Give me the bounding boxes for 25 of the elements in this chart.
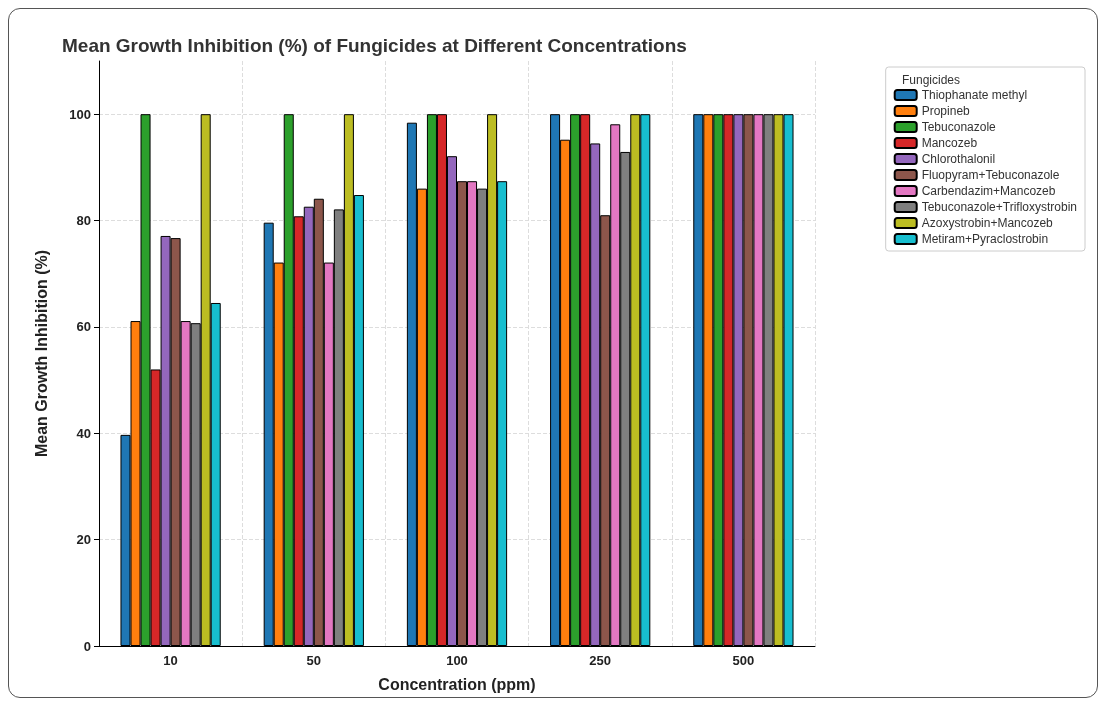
x-tick-label: 100 (446, 653, 468, 668)
x-tick-label: 50 (306, 653, 322, 668)
legend-label: Propineb (921, 104, 971, 118)
y-tick-label: 40 (76, 425, 91, 441)
y-axis-title: Mean Growth Inhibition (%) (32, 249, 50, 458)
chart-title: Mean Growth Inhibition (%) of Fungicides at Different Concentrations (62, 35, 687, 56)
legend-label: Thiophanate methyl (921, 88, 1028, 102)
y-tick-label: 20 (76, 532, 91, 548)
x-axis-title: Concentration (ppm) (378, 675, 536, 693)
legend-label: Mancozeb (921, 136, 978, 150)
legend-label: Carbendazim+Mancozeb (921, 184, 1056, 198)
legend-title: Fungicides (901, 73, 960, 87)
legend-label: Tebuconazole (921, 120, 997, 134)
legend-label: Chlorothalonil (921, 152, 996, 166)
y-tick-label: 0 (83, 638, 91, 654)
legend-label: Azoxystrobin+Mancozeb (921, 216, 1054, 230)
x-tick-label: 10 (163, 653, 178, 668)
legend-label: Fluopyram+Tebuconazole (921, 168, 1060, 182)
y-tick-label: 60 (76, 319, 91, 335)
x-tick-label: 250 (589, 653, 612, 668)
y-tick-label: 80 (76, 213, 91, 229)
legend-label: Tebuconazole+Trifloxystrobin (921, 200, 1078, 214)
legend-label: Metiram+Pyraclostrobin (921, 232, 1049, 246)
x-tick-label: 500 (732, 653, 755, 668)
y-tick-label: 100 (69, 106, 91, 122)
